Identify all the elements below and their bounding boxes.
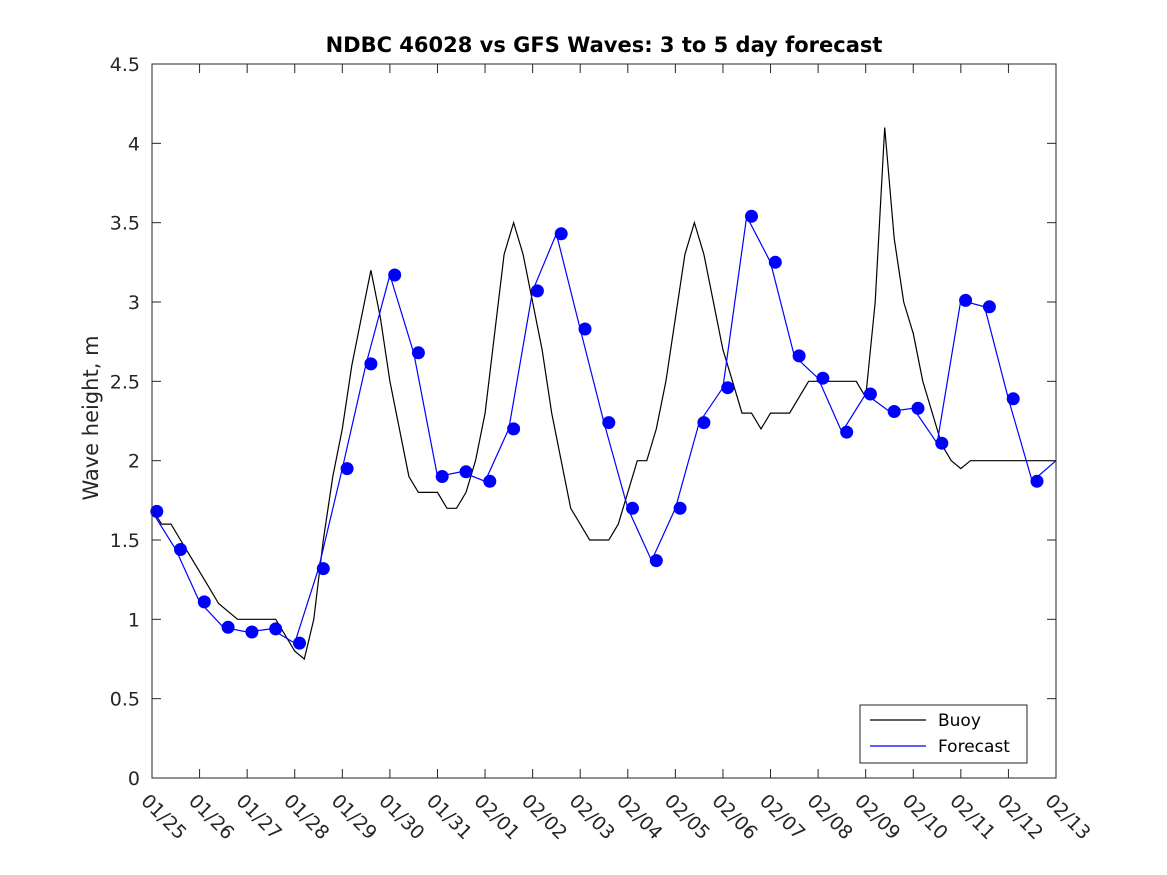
y-tick-label: 2	[128, 451, 140, 473]
forecast-marker	[745, 209, 758, 223]
y-tick-label: 1.5	[110, 530, 140, 552]
legend-buoy-label: Buoy	[938, 711, 981, 731]
y-axis-label: Wave height, m	[79, 335, 103, 500]
y-tick-label: 4.5	[110, 54, 140, 76]
forecast-marker	[435, 470, 449, 483]
forecast-marker	[578, 322, 592, 336]
forecast-marker	[174, 543, 187, 556]
forecast-markers	[150, 209, 1044, 650]
forecast-marker	[863, 387, 877, 401]
forecast-marker	[507, 422, 521, 436]
chart-title: NDBC 46028 vs GFS Waves: 3 to 5 day fore…	[326, 33, 883, 57]
forecast-marker	[840, 425, 854, 439]
y-tick-label: 2.5	[110, 371, 140, 393]
forecast-marker	[221, 620, 235, 634]
forecast-marker	[245, 625, 259, 639]
forecast-marker	[554, 227, 568, 241]
forecast-marker	[959, 293, 973, 307]
forecast-marker	[459, 465, 473, 479]
y-tick-label: 1	[128, 609, 140, 631]
y-tick-label: 3	[128, 292, 140, 314]
y-tick-label: 4	[128, 133, 140, 155]
forecast-marker	[388, 268, 402, 282]
legend: Buoy Forecast	[859, 704, 1028, 764]
forecast-marker	[649, 554, 663, 568]
forecast-marker	[697, 416, 711, 430]
y-tick-label: 3.5	[110, 213, 140, 235]
forecast-marker	[887, 405, 901, 418]
legend-forecast-label: Forecast	[938, 737, 1010, 757]
forecast-marker	[911, 401, 925, 415]
forecast-marker	[602, 416, 616, 430]
forecast-marker	[792, 349, 806, 363]
legend-box	[859, 704, 1028, 764]
axes-box	[151, 63, 1057, 779]
forecast-marker	[673, 501, 687, 515]
forecast-marker	[316, 562, 330, 576]
forecast-marker	[340, 462, 354, 476]
forecast-marker	[293, 636, 306, 650]
forecast-marker	[1006, 392, 1020, 406]
forecast-marker	[626, 501, 639, 515]
y-tick-label: 0.5	[110, 689, 140, 711]
forecast-marker	[269, 622, 283, 636]
forecast-marker	[768, 255, 782, 269]
forecast-marker	[150, 504, 164, 518]
forecast-marker	[935, 436, 949, 450]
forecast-marker	[483, 474, 497, 488]
forecast-marker	[530, 284, 544, 298]
forecast-marker	[721, 381, 735, 395]
buoy-series-line	[151, 127, 1056, 661]
forecast-marker	[364, 357, 378, 371]
y-tick-label: 0	[128, 768, 140, 790]
forecast-marker	[982, 300, 996, 314]
forecast-marker	[197, 595, 211, 609]
forecast-marker	[1030, 474, 1044, 488]
forecast-marker	[411, 346, 425, 360]
forecast-marker	[816, 371, 830, 385]
